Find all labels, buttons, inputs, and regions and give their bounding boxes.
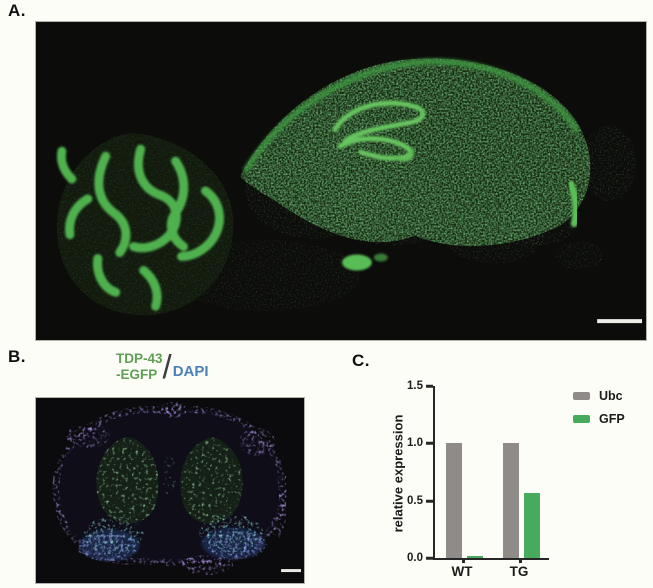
panel-b-title: TDP-43 -EGFP / DAPI [116, 348, 209, 386]
legend-label: Ubc [599, 389, 623, 403]
sagittal-brain-micrograph [36, 22, 646, 340]
ventral-dapi-cyan [77, 514, 268, 562]
legend-swatch-icon [573, 415, 590, 423]
scale-bar [281, 569, 302, 573]
bar-tg-gfp [523, 492, 540, 558]
striatum-egfp [96, 437, 243, 524]
panel-a-label: A. [8, 1, 26, 20]
egfp-label-line2: -EGFP [116, 366, 158, 382]
y-tick-mark [426, 556, 433, 560]
y-tick-label: 0.5 [407, 495, 423, 507]
y-tick-mark [426, 499, 433, 503]
bar-wt-gfp [466, 555, 483, 558]
panel-c-label: C. [352, 351, 370, 370]
olfactory-bulb [555, 125, 637, 270]
y-axis-title: relative expression [390, 414, 406, 533]
legend-label: GFP [599, 412, 625, 426]
panel-c-chart: C. relative expression 0.0 0.5 1.0 1.5 W… [345, 348, 650, 588]
coronal-brain-micrograph [36, 398, 304, 583]
egfp-stain-label: TDP-43 -EGFP [116, 351, 163, 383]
y-tick-label: 0.0 [407, 552, 423, 564]
y-tick-mark [426, 441, 433, 445]
x-category-tg: TG [509, 564, 529, 579]
scale-bar [597, 319, 643, 324]
panel-a-image [35, 21, 647, 341]
chart-plot: 0.0 0.5 1.0 1.5 [407, 380, 549, 564]
x-tick-mark [462, 558, 465, 563]
x-category-wt: WT [451, 564, 473, 579]
egfp-label-line1: TDP-43 [116, 351, 163, 366]
bar-tg-ubc [502, 443, 519, 558]
legend-item-ubc: Ubc [573, 389, 625, 403]
panel-b-label: B. [8, 347, 26, 366]
bright-ventral-structure [341, 253, 388, 271]
legend-item-gfp: GFP [573, 412, 625, 426]
bar-wt-ubc [445, 443, 462, 558]
panel-b-image [35, 397, 305, 584]
midbrain-region [170, 109, 580, 312]
y-tick-label: 1.0 [407, 437, 423, 449]
y-tick-label: 1.5 [407, 380, 423, 392]
chart-legend: Ubc GFP [573, 389, 625, 435]
cerebellum [56, 133, 234, 316]
stain-separator: / [162, 348, 172, 386]
x-tick-mark [519, 558, 522, 563]
y-tick-mark [426, 384, 433, 388]
dapi-stain-label: DAPI [172, 363, 209, 381]
legend-swatch-icon [573, 392, 590, 400]
